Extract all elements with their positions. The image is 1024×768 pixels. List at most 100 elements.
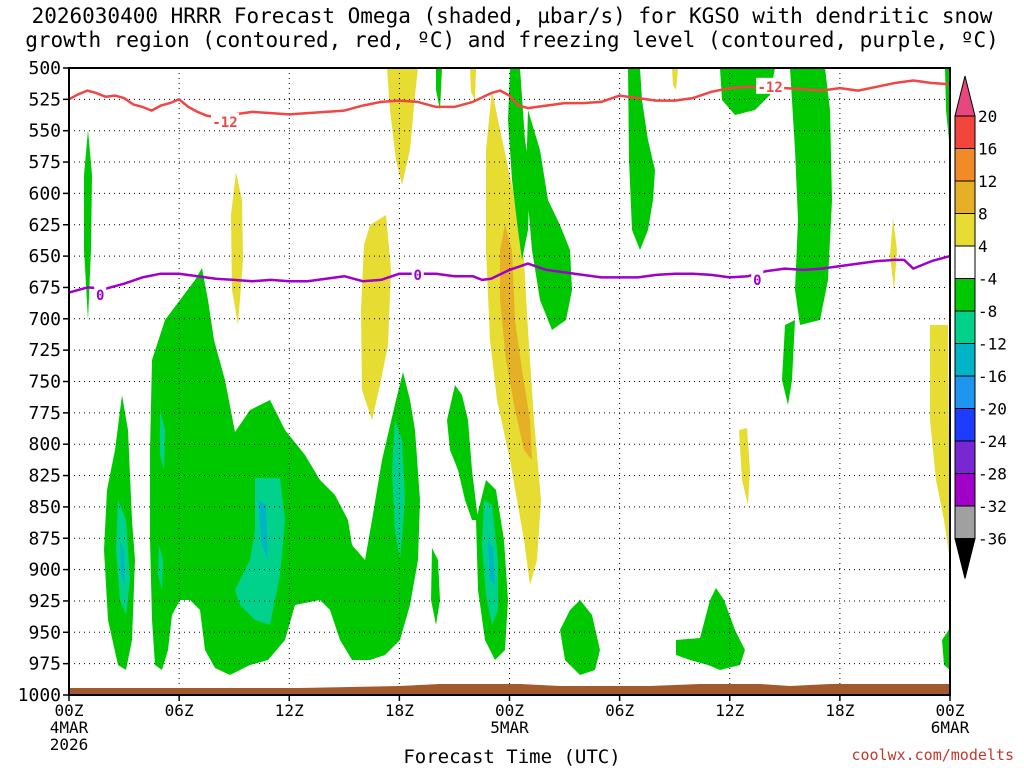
omega-green-area bbox=[84, 130, 92, 320]
omega-cyan-area bbox=[258, 500, 268, 560]
y-tick-label: 800 bbox=[28, 434, 61, 455]
y-tick-label: 925 bbox=[28, 591, 61, 612]
x-tick-label: 00Z bbox=[495, 701, 524, 720]
omega-shading bbox=[84, 68, 950, 675]
freezing-level-label: 0 bbox=[753, 273, 761, 289]
colorbar-segment bbox=[954, 473, 976, 507]
colorbar-segment bbox=[954, 180, 976, 214]
y-tick-label: 650 bbox=[28, 246, 61, 267]
omega-green-area bbox=[150, 268, 420, 675]
omega-yellow-area bbox=[361, 215, 391, 420]
omega-teal-area bbox=[158, 545, 163, 590]
omega-yellow-area bbox=[470, 68, 476, 100]
chart-title: 2026030400 HRRR Forecast Omega (shaded, … bbox=[0, 4, 1024, 52]
colorbar-segment bbox=[954, 148, 976, 182]
y-tick-label: 550 bbox=[28, 121, 61, 142]
colorbar-segment bbox=[954, 115, 976, 149]
x-tick-label: 4MAR bbox=[50, 718, 89, 737]
omega-green-area bbox=[945, 68, 950, 150]
omega-cyan-area bbox=[120, 540, 125, 585]
omega-green-area bbox=[447, 385, 478, 520]
contour-label-bg bbox=[751, 270, 764, 287]
colorbar-label: 4 bbox=[978, 237, 988, 256]
omega-green-area bbox=[790, 68, 832, 325]
omega-yellow-area bbox=[890, 218, 897, 290]
omega-green-area bbox=[676, 588, 745, 670]
y-tick-label: 700 bbox=[28, 309, 61, 330]
y-tick-label: 875 bbox=[28, 528, 61, 549]
colorbar-segment bbox=[954, 245, 976, 279]
colorbar-segment bbox=[954, 310, 976, 344]
y-tick-label: 750 bbox=[28, 372, 61, 393]
colorbar-label: -16 bbox=[978, 367, 1007, 386]
omega-green-area bbox=[628, 68, 655, 250]
x-tick-label: 6MAR bbox=[931, 718, 970, 737]
x-axis-title: Forecast Time (UTC) bbox=[403, 746, 621, 768]
x-tick-label: 5MAR bbox=[490, 718, 529, 737]
colorbar-label: 20 bbox=[978, 107, 997, 126]
freezing-level-label: 0 bbox=[96, 288, 104, 304]
omega-green-area bbox=[431, 548, 440, 625]
y-tick-label: 625 bbox=[28, 215, 61, 236]
contour-label-bg bbox=[756, 77, 785, 94]
title-line-1: 2026030400 HRRR Forecast Omega (shaded, … bbox=[31, 4, 993, 28]
colorbar-segment bbox=[954, 75, 976, 117]
y-tick-label: 1000 bbox=[18, 685, 61, 706]
x-tick-label: 06Z bbox=[605, 701, 634, 720]
omega-green-area bbox=[526, 110, 572, 330]
x-tick-label: 12Z bbox=[275, 701, 304, 720]
colorbar-label: -28 bbox=[978, 465, 1007, 484]
x-tick-label: 12Z bbox=[715, 701, 744, 720]
y-tick-label: 575 bbox=[28, 152, 61, 173]
omega-yellow-area bbox=[672, 68, 678, 90]
omega-cyan-area bbox=[488, 540, 495, 585]
x-tick-label: 2026 bbox=[50, 735, 89, 754]
dgz-contour-label: -12 bbox=[212, 115, 237, 131]
omega-yellow-area bbox=[387, 68, 418, 185]
omega-green-area bbox=[782, 320, 795, 405]
y-tick-label: 900 bbox=[28, 560, 61, 581]
colorbar-segment bbox=[954, 538, 976, 579]
x-tick-label: 18Z bbox=[385, 701, 414, 720]
omega-colorbar: 20 16 12 8 4 -4 -8 -12 -16 -20 -24 -28 -32 -36 bbox=[954, 75, 1007, 579]
omega-teal-area bbox=[235, 478, 285, 625]
y-tick-label: 775 bbox=[28, 403, 61, 424]
omega-yellow-area bbox=[930, 325, 950, 560]
y-tick-label: 825 bbox=[28, 466, 61, 487]
ground-surface bbox=[69, 684, 950, 695]
contour-label-bg bbox=[211, 112, 240, 129]
colorbar-segment bbox=[954, 505, 976, 539]
y-tick-label: 675 bbox=[28, 277, 61, 298]
y-tick-label: 600 bbox=[28, 183, 61, 204]
colorbar-segment bbox=[954, 343, 976, 377]
colorbar-label: -4 bbox=[978, 270, 997, 289]
y-tick-label: 850 bbox=[28, 497, 61, 518]
omega-orange-area bbox=[500, 225, 532, 460]
title-line-2: growth region (contoured, red, ºC) and f… bbox=[25, 28, 999, 52]
omega-green-area bbox=[560, 600, 600, 675]
y-tick-label: 975 bbox=[28, 654, 61, 675]
contour-label-bg bbox=[94, 285, 107, 302]
contour-label-bg bbox=[411, 265, 424, 282]
y-tick-label: 725 bbox=[28, 340, 61, 361]
colorbar-label: -20 bbox=[978, 400, 1007, 419]
omega-green-area bbox=[942, 628, 950, 670]
colorbar-label: -12 bbox=[978, 335, 1007, 354]
credit-link[interactable]: coolwx.com/modelts bbox=[851, 746, 1014, 764]
omega-green-area bbox=[508, 68, 530, 260]
colorbar-label: -32 bbox=[978, 497, 1007, 516]
x-tick-label: 00Z bbox=[55, 701, 84, 720]
colorbar-label: -8 bbox=[978, 302, 997, 321]
colorbar-segment bbox=[954, 278, 976, 312]
y-tick-label: 950 bbox=[28, 622, 61, 643]
y-axis: 500 525 550 575 600 625 650 675 700 725 750 775 800 8… bbox=[18, 58, 69, 706]
y-tick-label: 500 bbox=[28, 58, 61, 79]
colorbar-label: -24 bbox=[978, 432, 1007, 451]
omega-green-area bbox=[436, 68, 442, 110]
colorbar-segment bbox=[954, 375, 976, 409]
colorbar-label: 8 bbox=[978, 205, 988, 224]
colorbar-label: 12 bbox=[978, 172, 997, 191]
colorbar-label: 16 bbox=[978, 140, 997, 159]
